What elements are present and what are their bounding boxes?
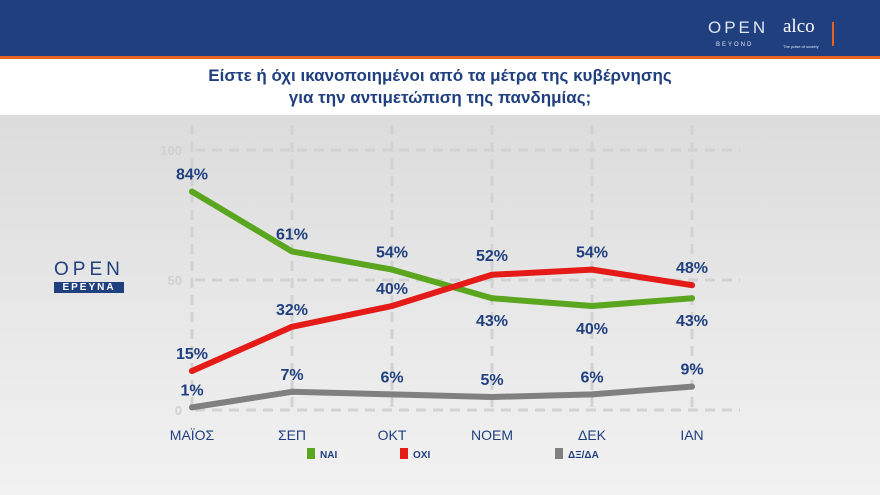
data-label: 84% <box>176 167 208 184</box>
legend-label: ΝΑΙ <box>320 450 337 461</box>
title-line-1: Είστε ή όχι ικανοποιημένοι από τα μέτρα … <box>208 66 672 85</box>
legend-label: ΟΧΙ <box>413 450 430 461</box>
data-label: 5% <box>480 372 503 389</box>
side-erevna-text: ΕΡΕΥΝΑ <box>54 282 124 293</box>
data-point <box>589 391 595 398</box>
legend-swatch <box>307 448 315 459</box>
data-point <box>289 323 295 330</box>
chart-background <box>0 115 880 495</box>
series-line-1 <box>189 266 695 374</box>
data-point <box>389 266 395 273</box>
header-bar <box>0 0 880 56</box>
alco-logo: alco <box>783 16 815 37</box>
data-point <box>689 282 695 289</box>
data-label: 54% <box>576 245 608 262</box>
data-point <box>389 391 395 398</box>
data-point <box>489 394 495 400</box>
data-label: 6% <box>380 369 403 386</box>
y-tick-label: 100 <box>160 143 182 158</box>
y-tick-label: 0 <box>175 403 182 418</box>
x-tick-label: ΙΑΝ <box>680 427 703 443</box>
data-point <box>289 248 295 255</box>
series-line-0 <box>189 188 695 309</box>
data-label: 9% <box>680 362 703 379</box>
x-tick-label: ΝΟΕΜ <box>471 427 513 443</box>
data-point <box>189 188 195 195</box>
series-line-2 <box>189 383 695 411</box>
data-point <box>689 383 695 390</box>
header-divider <box>0 56 880 59</box>
data-point <box>689 295 695 302</box>
x-tick-label: ΣΕΠ <box>278 427 306 443</box>
side-open-text: OPEN <box>54 259 124 280</box>
data-label: 6% <box>580 369 603 386</box>
logo-divider <box>832 22 834 46</box>
data-point <box>589 303 595 309</box>
data-label: 48% <box>676 260 708 277</box>
data-point <box>189 368 195 374</box>
open-erevna-logo: OPEN ΕΡΕΥΝΑ <box>54 259 124 293</box>
x-tick-label: ΜΑΪΟΣ <box>170 427 215 443</box>
data-point <box>489 271 495 278</box>
data-point <box>189 404 195 411</box>
data-label: 32% <box>276 302 308 319</box>
data-label: 15% <box>176 346 208 363</box>
y-tick-label: 50 <box>168 273 182 288</box>
data-label: 40% <box>376 281 408 298</box>
data-label: 61% <box>276 226 308 243</box>
chart-title: Είστε ή όχι ικανοποιημένοι από τα μέτρα … <box>0 59 880 109</box>
data-label: 7% <box>280 367 303 384</box>
title-band: Είστε ή όχι ικανοποιημένοι από τα μέτρα … <box>0 59 880 115</box>
open-logo: OPEN <box>708 18 769 37</box>
data-label: 52% <box>476 248 508 265</box>
x-tick-label: ΟΚΤ <box>378 427 407 443</box>
x-tick-label: ΔΕΚ <box>578 427 607 443</box>
data-point <box>389 303 395 309</box>
data-label: 1% <box>180 382 203 399</box>
data-label: 43% <box>676 313 708 330</box>
legend-swatch <box>400 448 408 459</box>
legend-swatch <box>555 448 563 459</box>
data-point <box>489 295 495 302</box>
alco-tagline: The pulse of society <box>783 44 819 49</box>
data-label: 54% <box>376 245 408 262</box>
data-label: 43% <box>476 313 508 330</box>
legend-label: ΔΞ/ΔΑ <box>568 450 599 461</box>
title-line-2: για την αντιμετώπιση της πανδημίας; <box>288 88 592 107</box>
open-beyond-text: BEYOND <box>716 42 754 48</box>
data-point <box>289 388 295 395</box>
data-label: 40% <box>576 321 608 338</box>
data-point <box>589 266 595 273</box>
